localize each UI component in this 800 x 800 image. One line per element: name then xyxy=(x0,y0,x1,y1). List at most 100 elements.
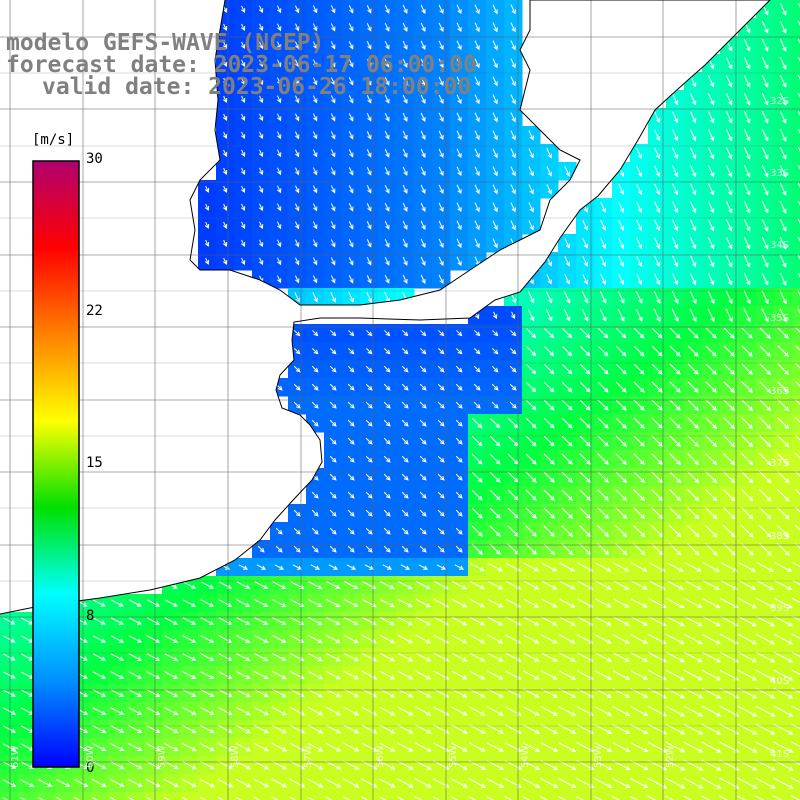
wind-arrow xyxy=(507,507,519,519)
wind-arrow xyxy=(329,419,337,427)
wind-arrow xyxy=(146,617,160,625)
wind-arrow xyxy=(128,617,142,625)
wind-arrow xyxy=(654,273,660,285)
wind-arrow xyxy=(492,22,498,32)
wind-arrow xyxy=(509,383,517,391)
wind-arrow xyxy=(402,256,408,266)
wind-arrow xyxy=(615,525,627,537)
wind-arrow xyxy=(636,201,642,213)
wind-arrow xyxy=(312,113,318,121)
wind-arrow xyxy=(289,742,305,752)
wind-arrow xyxy=(708,273,714,285)
wind-arrow xyxy=(471,489,483,501)
wind-arrow xyxy=(330,131,336,139)
wind-arrow xyxy=(507,489,519,501)
wind-arrow xyxy=(759,453,771,465)
wind-arrow xyxy=(325,742,341,752)
wind-arrow xyxy=(277,41,281,49)
wind-arrow xyxy=(690,93,696,105)
wind-arrow xyxy=(181,778,197,788)
wind-arrow xyxy=(492,166,498,176)
wind-arrow xyxy=(312,257,318,265)
wind-arrow xyxy=(743,75,751,87)
wind-arrow xyxy=(383,545,391,553)
wind-arrow xyxy=(420,4,426,14)
wind-arrow xyxy=(672,165,678,177)
wind-arrow xyxy=(725,93,733,105)
wind-arrow xyxy=(471,471,483,483)
wind-arrow xyxy=(127,778,143,788)
wind-arrow xyxy=(544,364,554,374)
wind-arrow xyxy=(707,290,715,304)
wind-arrow xyxy=(397,706,413,716)
wind-arrow xyxy=(594,778,612,788)
wind-arrow xyxy=(561,417,573,429)
wind-arrow xyxy=(761,93,769,105)
wind-arrow xyxy=(223,167,227,175)
wind-arrow xyxy=(595,562,611,572)
wind-arrow xyxy=(561,543,573,555)
wind-arrow xyxy=(779,20,787,34)
wind-arrow xyxy=(725,290,733,304)
wind-arrow xyxy=(259,5,263,13)
wind-arrow xyxy=(474,220,480,230)
wind-arrow xyxy=(702,597,720,609)
lat-label: 40S xyxy=(770,676,790,687)
wind-arrow xyxy=(541,598,557,608)
wind-arrow xyxy=(92,617,106,625)
wind-arrow xyxy=(597,399,609,411)
wind-arrow xyxy=(468,796,477,800)
wind-arrow xyxy=(290,635,304,643)
wind-arrow xyxy=(576,706,594,716)
wind-arrow xyxy=(776,470,790,484)
wind-arrow xyxy=(110,635,124,643)
wind-arrow xyxy=(366,239,372,247)
wind-arrow xyxy=(649,562,665,572)
wind-arrow xyxy=(633,363,645,375)
wind-arrow xyxy=(307,724,323,734)
wind-arrow xyxy=(719,741,739,753)
lon-label: 53W xyxy=(593,745,604,768)
wind-arrow xyxy=(510,166,516,176)
wind-arrow xyxy=(347,491,355,499)
wind-arrow xyxy=(725,57,733,69)
wind-arrow xyxy=(254,617,268,625)
wind-arrow xyxy=(705,417,717,429)
wind-arrow xyxy=(761,21,769,33)
wind-arrow xyxy=(438,40,444,50)
wind-arrow xyxy=(415,706,431,716)
wind-arrow xyxy=(419,473,427,481)
wind-arrow xyxy=(492,330,498,336)
wind-arrow xyxy=(294,239,300,247)
wind-arrow xyxy=(791,705,800,712)
wind-arrow xyxy=(526,346,536,356)
wind-arrow xyxy=(223,113,227,121)
wind-arrow xyxy=(690,147,696,159)
wind-arrow xyxy=(348,149,354,157)
wind-arrow xyxy=(761,39,769,51)
wind-arrow xyxy=(330,23,336,31)
wind-arrow xyxy=(653,290,661,304)
wind-arrow xyxy=(396,796,405,800)
wind-arrow xyxy=(615,507,627,519)
wind-arrow xyxy=(294,41,300,49)
wind-arrow xyxy=(164,671,178,679)
wind-arrow xyxy=(419,491,427,499)
wind-arrow xyxy=(633,399,645,411)
wind-arrow xyxy=(473,365,481,373)
wind-arrow xyxy=(633,435,645,447)
wind-arrow xyxy=(241,221,245,229)
wind-arrow xyxy=(199,796,207,800)
wind-arrow xyxy=(128,725,142,733)
wind-arrow xyxy=(737,597,757,609)
wind-arrow xyxy=(20,797,27,800)
wind-arrow xyxy=(164,725,178,733)
wind-arrow xyxy=(419,509,427,517)
lat-label: 33S xyxy=(770,168,790,179)
wind-arrow xyxy=(241,59,245,67)
wind-arrow xyxy=(666,580,684,590)
wind-arrow xyxy=(725,308,733,322)
wind-arrow xyxy=(725,165,733,177)
wind-arrow xyxy=(38,779,52,787)
wind-arrow xyxy=(510,330,516,336)
